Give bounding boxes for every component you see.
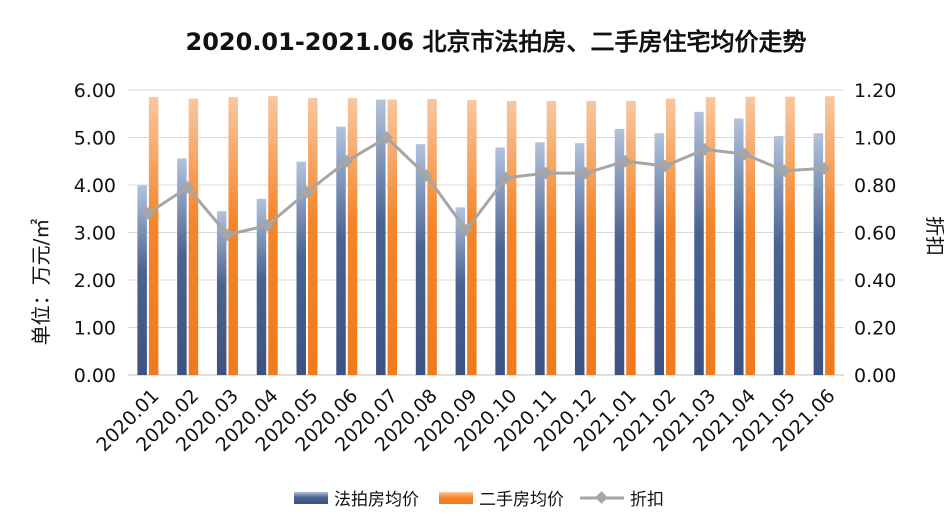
discount-polyline <box>147 135 825 237</box>
bar-secondhand <box>626 100 636 376</box>
bar-foreclosure <box>773 136 784 375</box>
discount-point <box>340 154 354 168</box>
bar-foreclosure <box>177 158 187 375</box>
y2-axis-label: 折扣 <box>923 216 944 256</box>
discount-point <box>499 171 513 185</box>
y2-axis-ticks: 0.00 0.20 0.40 0.60 0.80 1.00 1.20 <box>854 80 896 387</box>
x-axis-ticks: 2020.012020.022020.032020.042020.052020.… <box>92 385 839 456</box>
bar-secondhand <box>148 97 159 375</box>
bar-secondhand <box>506 100 517 376</box>
bar-secondhand <box>745 96 756 376</box>
bars <box>137 96 835 376</box>
y-tick-label: 3.00 <box>74 223 116 245</box>
y-tick-label: 0.00 <box>74 365 116 387</box>
y2-tick-label: 1.20 <box>854 80 896 102</box>
y2-tick-label: 0.40 <box>854 270 896 292</box>
y-tick-label: 6.00 <box>74 80 116 102</box>
bar-foreclosure <box>614 128 625 375</box>
legend: 法拍房均价 二手房均价 折扣 <box>294 490 664 510</box>
y2-tick-label: 0.60 <box>854 223 896 245</box>
discount-point <box>300 185 314 199</box>
bar-secondhand <box>785 96 795 376</box>
bar-secondhand <box>546 100 557 376</box>
bar-secondhand <box>188 98 199 376</box>
chart-title: 2020.01-2021.06 北京市法拍房、二手房住宅均价走势 <box>186 28 807 56</box>
legend-swatch-foreclosure <box>294 492 328 504</box>
legend-label-foreclosure: 法拍房均价 <box>334 490 419 510</box>
legend-label-discount: 折扣 <box>630 490 664 510</box>
discount-point <box>419 169 433 182</box>
bar-foreclosure <box>415 144 426 375</box>
y-tick-label: 5.00 <box>74 128 116 150</box>
gridlines <box>128 89 844 376</box>
bar-secondhand <box>228 97 238 375</box>
bar-secondhand <box>586 100 596 376</box>
bar-secondhand <box>427 99 437 376</box>
bar-foreclosure <box>256 198 267 375</box>
y2-tick-label: 0.20 <box>854 318 896 340</box>
bar-secondhand <box>347 98 358 375</box>
discount-point <box>181 181 195 194</box>
bar-secondhand <box>705 97 716 375</box>
y2-tick-label: 0.80 <box>854 175 896 197</box>
y-tick-label: 1.00 <box>74 318 116 340</box>
y-axis-ticks: 0.00 1.00 2.00 3.00 4.00 5.00 6.00 <box>74 80 116 387</box>
discount-point <box>221 228 234 242</box>
y2-tick-label: 0.00 <box>854 365 896 387</box>
bar-secondhand <box>308 98 318 375</box>
bar-foreclosure <box>296 161 306 375</box>
bar-foreclosure <box>574 143 585 375</box>
bar-secondhand <box>825 96 835 376</box>
legend-swatch-secondhand <box>439 492 473 504</box>
y2-tick-label: 1.00 <box>854 128 896 150</box>
bar-foreclosure <box>216 211 227 375</box>
discount-point <box>260 219 274 232</box>
bar-foreclosure <box>336 126 346 375</box>
bar-foreclosure <box>495 147 505 375</box>
y-tick-label: 2.00 <box>74 270 116 292</box>
bar-foreclosure <box>535 142 545 375</box>
bar-foreclosure <box>734 118 744 375</box>
legend-label-secondhand: 二手房均价 <box>479 490 564 510</box>
bar-secondhand <box>666 98 676 376</box>
bar-secondhand <box>387 99 398 375</box>
discount-point <box>380 131 393 144</box>
bar-secondhand <box>268 96 278 376</box>
discount-point <box>141 207 155 220</box>
bar-foreclosure <box>376 99 386 375</box>
bar-foreclosure <box>137 185 147 375</box>
discount-point <box>459 223 473 237</box>
bar-foreclosure <box>694 111 704 375</box>
y-tick-label: 4.00 <box>74 175 116 197</box>
discount-line <box>141 131 831 242</box>
y-axis-label: 单位：万元/㎡ <box>29 219 53 346</box>
bar-secondhand <box>467 99 477 375</box>
bar-foreclosure <box>654 133 664 375</box>
bar-foreclosure <box>813 133 824 375</box>
bar-foreclosure <box>455 207 466 375</box>
legend-swatch-discount-marker <box>595 491 608 504</box>
